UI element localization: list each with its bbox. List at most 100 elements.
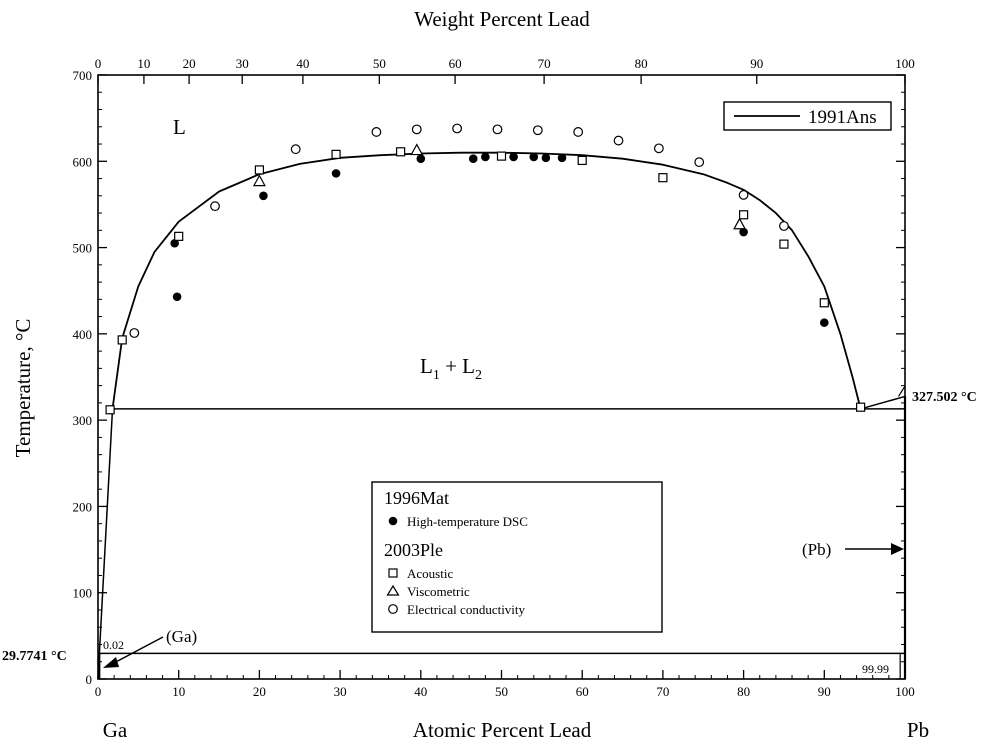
y-tick-label: 100 [73, 586, 93, 601]
pb-melting-line [860, 395, 906, 410]
legend-group-2003ple: 2003Ple [384, 540, 443, 560]
acoustic-point [254, 165, 264, 175]
legend-viscometric-label: Viscometric [407, 584, 470, 599]
y-tick-label: 300 [73, 413, 93, 428]
high-temperature-dsc-point [481, 152, 490, 162]
electrical-conductivity-point [129, 328, 140, 338]
high-temperature-dsc-point [259, 191, 268, 201]
reference-lines [97, 385, 907, 680]
data-points-layer [105, 123, 866, 415]
ga-phase-label: (Ga) [166, 627, 197, 646]
x-tick-label: 100 [895, 684, 915, 699]
acoustic-point [658, 173, 668, 183]
acoustic-point [577, 155, 587, 166]
acoustic-point [738, 210, 749, 220]
high-temperature-dsc-point [529, 152, 539, 162]
electrical-conductivity-point [452, 123, 463, 134]
x-tick-label: 20 [253, 684, 266, 699]
acoustic-point [819, 298, 829, 308]
x2-tick-label: 60 [449, 56, 462, 71]
x2-tick-label: 0 [95, 56, 102, 71]
acoustic-point [105, 405, 115, 415]
pb-end-label: Pb [907, 718, 929, 742]
bottom-axis-label: Atomic Percent Lead [413, 718, 592, 742]
y-tick-label: 0 [86, 672, 93, 687]
viscometric-point [733, 217, 747, 230]
y-tick-label: 500 [73, 241, 93, 256]
high-temperature-dsc-point [820, 318, 829, 327]
acoustic-point [496, 151, 507, 161]
legend-1991ans-label: 1991Ans [808, 107, 877, 128]
acoustic-point [779, 239, 789, 249]
ga-solubility-label: 0.02 [103, 638, 124, 652]
high-temperature-dsc-point [170, 238, 179, 248]
main-legend-box [371, 481, 663, 633]
legend-conductivity-marker [388, 604, 398, 614]
x2-tick-label: 90 [750, 56, 763, 71]
electrical-conductivity-point [738, 190, 749, 200]
x2-tick-label: 70 [538, 56, 551, 71]
x2-tick-label: 80 [635, 56, 648, 71]
x2-tick-label: 40 [296, 56, 309, 71]
legend-dsc-marker [388, 516, 398, 526]
high-temperature-dsc-point [557, 153, 567, 163]
x-tick-label: 70 [656, 684, 669, 699]
ga-phase-arrow [103, 636, 164, 668]
x-tick-label: 40 [414, 684, 427, 699]
high-temperature-dsc-point [468, 154, 478, 163]
x-tick-label: 50 [495, 684, 508, 699]
viscometric-point [252, 174, 266, 187]
high-temperature-dsc-point [416, 154, 426, 163]
x2-tick-label: 10 [137, 56, 150, 71]
liquid-region-label: L [173, 115, 186, 139]
electrical-conductivity-point [779, 221, 789, 231]
y-tick-label: 700 [73, 68, 93, 83]
pb-solubility-label: 99.99 [862, 662, 889, 676]
x2-tick-label: 30 [236, 56, 249, 71]
two-liquid-region-label: L1 + L2 [420, 354, 482, 383]
x-tick-label: 60 [576, 684, 589, 699]
electrical-conductivity-point [492, 124, 503, 135]
legend-acoustic-marker [388, 568, 398, 578]
high-temperature-dsc-point [739, 227, 748, 237]
acoustic-point [174, 231, 184, 241]
electrical-conductivity-point [573, 127, 584, 137]
electrical-conductivity-point [290, 144, 301, 155]
pb-phase-label: (Pb) [802, 540, 831, 559]
electrical-conductivity-point [210, 201, 220, 212]
legend-dsc-label: High-temperature DSC [407, 514, 528, 529]
acoustic-point [396, 147, 406, 157]
y-tick-label: 200 [73, 499, 93, 514]
x2-tick-label: 50 [373, 56, 386, 71]
high-temperature-dsc-point [331, 169, 341, 178]
viscometric-point [410, 143, 424, 156]
ga-side-liquidus [97, 408, 114, 680]
x2-tick-label: 20 [183, 56, 196, 71]
acoustic-point [331, 149, 341, 159]
x-tick-label: 80 [737, 684, 750, 699]
y-axis-label: Temperature, °C [11, 319, 35, 458]
x-tick-label: 0 [95, 684, 102, 699]
legend-viscometric-marker [386, 584, 400, 596]
legend-group-1996mat: 1996Mat [384, 488, 449, 508]
ga-end-label: Ga [103, 718, 128, 742]
x-tick-label: 30 [334, 684, 347, 699]
high-temperature-dsc-point [541, 153, 551, 163]
electrical-conductivity-point [613, 135, 624, 146]
high-temperature-dsc-point [509, 152, 518, 162]
top-axis-label: Weight Percent Lead [414, 7, 590, 31]
legend-conductivity-label: Electrical conductivity [407, 602, 526, 617]
eutectic-temp-label: 29.7741 °C [2, 649, 67, 664]
electrical-conductivity-point [411, 124, 422, 135]
acoustic-point [117, 335, 127, 345]
axis-ticks: 0 10 20 30 40 50 60 70 80 90 100 0 10 20 30 40 50 60 70 80 9… [73, 56, 915, 699]
legend-acoustic-label: Acoustic [407, 566, 453, 581]
electrical-conductivity-point [653, 143, 664, 154]
pb-phase-arrow [845, 543, 904, 555]
y-tick-label: 400 [73, 327, 93, 342]
electrical-conductivity-point [532, 125, 543, 136]
electrical-conductivity-point [371, 127, 382, 137]
high-temperature-dsc-point [172, 292, 182, 302]
electrical-conductivity-point [694, 157, 705, 168]
